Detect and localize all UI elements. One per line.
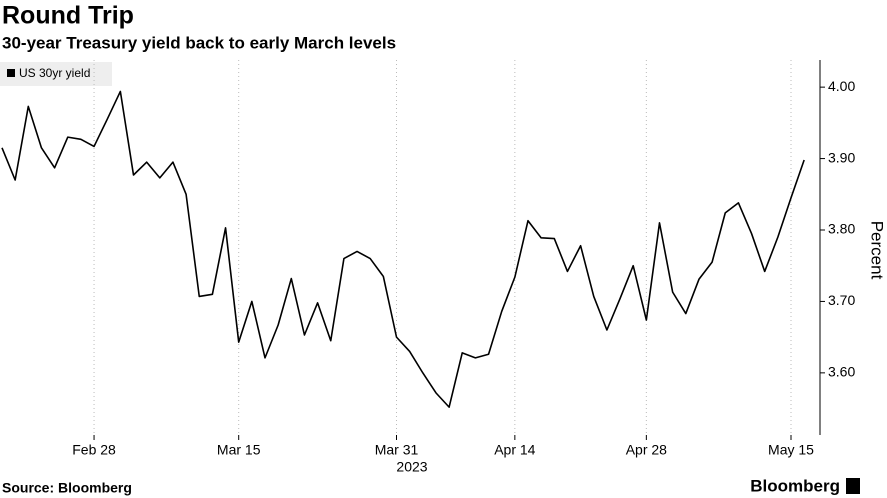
y-tick-label: 3.70 (828, 292, 855, 308)
legend-box (0, 62, 112, 86)
chart-subtitle: 30-year Treasury yield back to early Mar… (2, 33, 396, 52)
x-tick-label: Apr 14 (494, 442, 535, 458)
legend-label: US 30yr yield (19, 66, 90, 80)
y-axis-label: Percent (868, 221, 887, 280)
line (1, 90, 805, 408)
source: Source: Bloomberg (2, 480, 132, 496)
x-tick-label: Mar 31 (375, 442, 419, 458)
x-tick-label: Mar 15 (217, 442, 261, 458)
brand: Bloomberg (750, 476, 840, 495)
y-tick-label: 3.90 (828, 149, 855, 165)
x-tick-label: Apr 28 (626, 442, 667, 458)
legend-swatch (7, 69, 15, 77)
chart-title: Round Trip (2, 2, 134, 30)
y-tick-label: 4.00 (828, 78, 855, 94)
year-label: 2023 (396, 459, 427, 475)
x-tick-label: May 15 (768, 442, 814, 458)
x-tick-label: Feb 28 (72, 442, 116, 458)
y-tick-label: 3.80 (828, 221, 855, 237)
y-tick-label: 3.60 (828, 364, 855, 380)
brand-icon (846, 478, 860, 494)
